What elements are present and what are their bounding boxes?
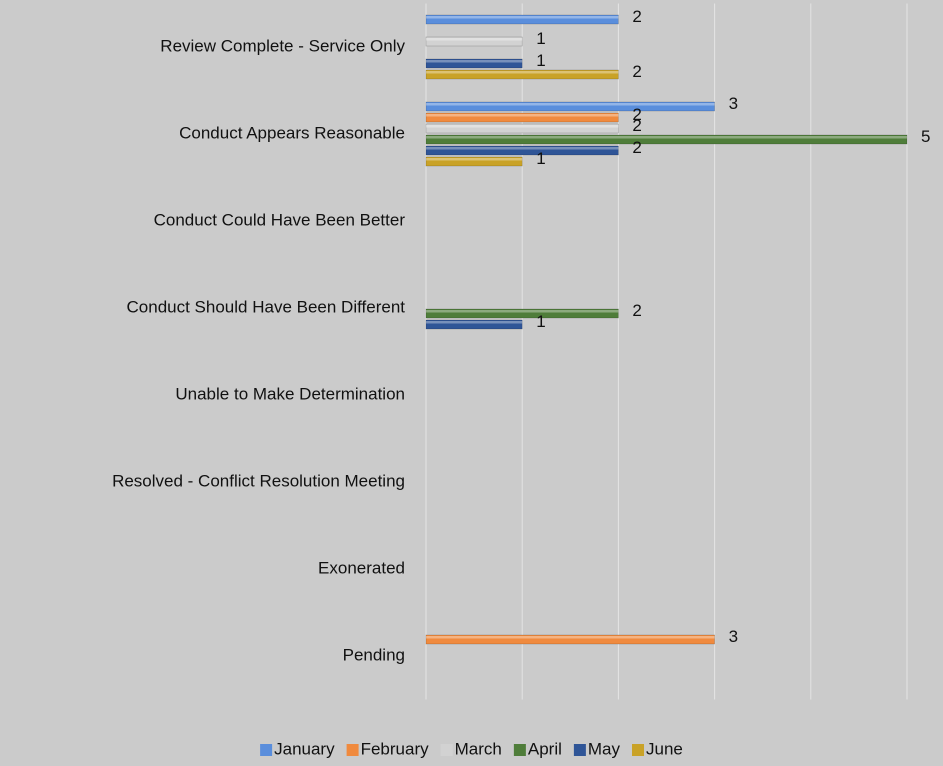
legend-label: March <box>455 739 502 758</box>
legend-label: June <box>646 739 683 758</box>
y-tick-label: Pending <box>343 645 405 664</box>
data-label: 5 <box>921 127 930 146</box>
bar <box>425 319 523 330</box>
data-label: 1 <box>536 51 545 70</box>
data-label: 2 <box>632 7 641 26</box>
y-tick-label: Resolved - Conflict Resolution Meeting <box>112 471 405 490</box>
y-tick-label: Exonerated <box>318 558 405 577</box>
y-tick-label: Review Complete - Service Only <box>160 36 405 55</box>
data-label: 2 <box>632 62 641 81</box>
legend-swatch <box>260 744 273 756</box>
y-tick-label: Conduct Appears Reasonable <box>179 123 405 142</box>
bar <box>425 634 715 645</box>
legend-swatch <box>440 744 453 756</box>
bar <box>425 14 619 25</box>
legend-swatch <box>346 744 359 756</box>
data-label: 3 <box>729 94 738 113</box>
data-label: 2 <box>632 138 641 157</box>
bar <box>425 145 619 156</box>
bar <box>425 58 523 69</box>
bar <box>425 69 619 80</box>
data-label: 2 <box>632 301 641 320</box>
bar <box>425 134 908 145</box>
data-label: 2 <box>632 105 641 124</box>
data-label: 1 <box>536 149 545 168</box>
bar <box>425 36 523 47</box>
bar <box>425 156 523 167</box>
legend-label: February <box>361 739 430 758</box>
data-label: 1 <box>536 29 545 48</box>
bar <box>425 123 619 134</box>
y-tick-label: Conduct Could Have Been Better <box>154 210 406 229</box>
bar <box>425 112 619 123</box>
y-tick-label: Conduct Should Have Been Different <box>127 297 406 316</box>
data-label: 3 <box>729 627 738 646</box>
legend-label: May <box>588 739 621 758</box>
legend-label: January <box>274 739 335 758</box>
y-tick-label: Unable to Make Determination <box>175 384 405 403</box>
legend-swatch <box>632 744 645 756</box>
data-label: 1 <box>536 312 545 331</box>
bar <box>425 308 619 319</box>
legend-swatch <box>573 744 586 756</box>
bar <box>425 101 715 112</box>
data-label: 2 <box>632 116 641 135</box>
legend-label: April <box>528 739 562 758</box>
legend-swatch <box>513 744 526 756</box>
